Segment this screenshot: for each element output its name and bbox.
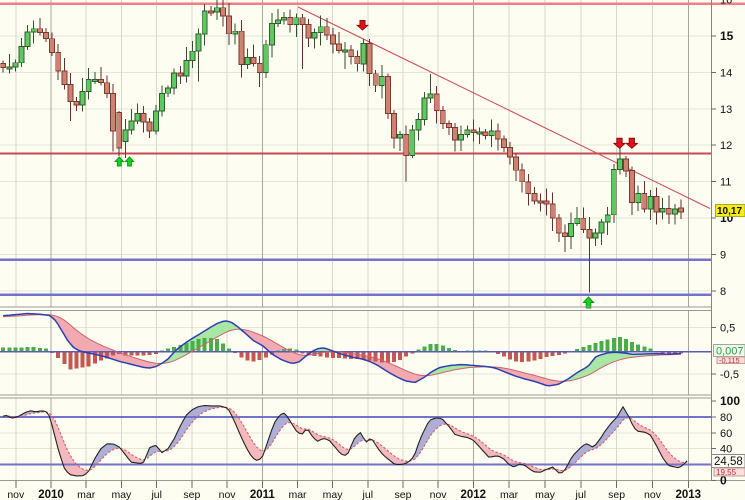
svg-text:may: may (535, 489, 556, 500)
svg-text:8: 8 (720, 286, 726, 298)
svg-text:19,55: 19,55 (716, 468, 737, 477)
svg-text:24,58: 24,58 (714, 456, 743, 468)
svg-text:15: 15 (720, 29, 734, 43)
svg-text:may: may (323, 489, 344, 500)
svg-text:13: 13 (720, 104, 732, 116)
svg-text:16: 16 (720, 0, 732, 7)
svg-text:9: 9 (720, 249, 726, 261)
svg-text:mar: mar (500, 489, 519, 500)
svg-text:2010: 2010 (38, 489, 64, 500)
svg-text:14: 14 (720, 67, 732, 79)
svg-text:jul: jul (575, 489, 587, 500)
svg-text:jul: jul (362, 489, 374, 500)
svg-text:jul: jul (150, 489, 162, 500)
svg-text:sep: sep (395, 489, 412, 500)
svg-text:11: 11 (720, 177, 731, 189)
svg-text:nov: nov (219, 489, 237, 500)
svg-text:-0,5: -0,5 (720, 369, 739, 381)
svg-text:2012: 2012 (461, 489, 487, 500)
svg-text:-0,115: -0,115 (719, 356, 740, 365)
svg-text:0,5: 0,5 (720, 323, 735, 335)
svg-text:nov: nov (644, 489, 662, 500)
svg-text:nov: nov (430, 489, 448, 500)
svg-text:60: 60 (720, 428, 732, 440)
svg-text:0,007: 0,007 (716, 346, 744, 358)
svg-text:100: 100 (720, 394, 740, 408)
svg-text:may: may (111, 489, 132, 500)
svg-text:nov: nov (7, 489, 25, 500)
svg-text:2011: 2011 (250, 489, 276, 500)
svg-text:mar: mar (288, 489, 307, 500)
svg-text:10,17: 10,17 (717, 206, 742, 217)
svg-text:40: 40 (720, 444, 732, 456)
svg-text:2013: 2013 (676, 489, 702, 500)
svg-text:12: 12 (720, 140, 732, 152)
svg-text:0: 0 (720, 473, 727, 487)
svg-text:sep: sep (608, 489, 625, 500)
svg-text:sep: sep (183, 489, 200, 500)
svg-text:mar: mar (77, 489, 96, 500)
svg-text:80: 80 (720, 412, 732, 424)
